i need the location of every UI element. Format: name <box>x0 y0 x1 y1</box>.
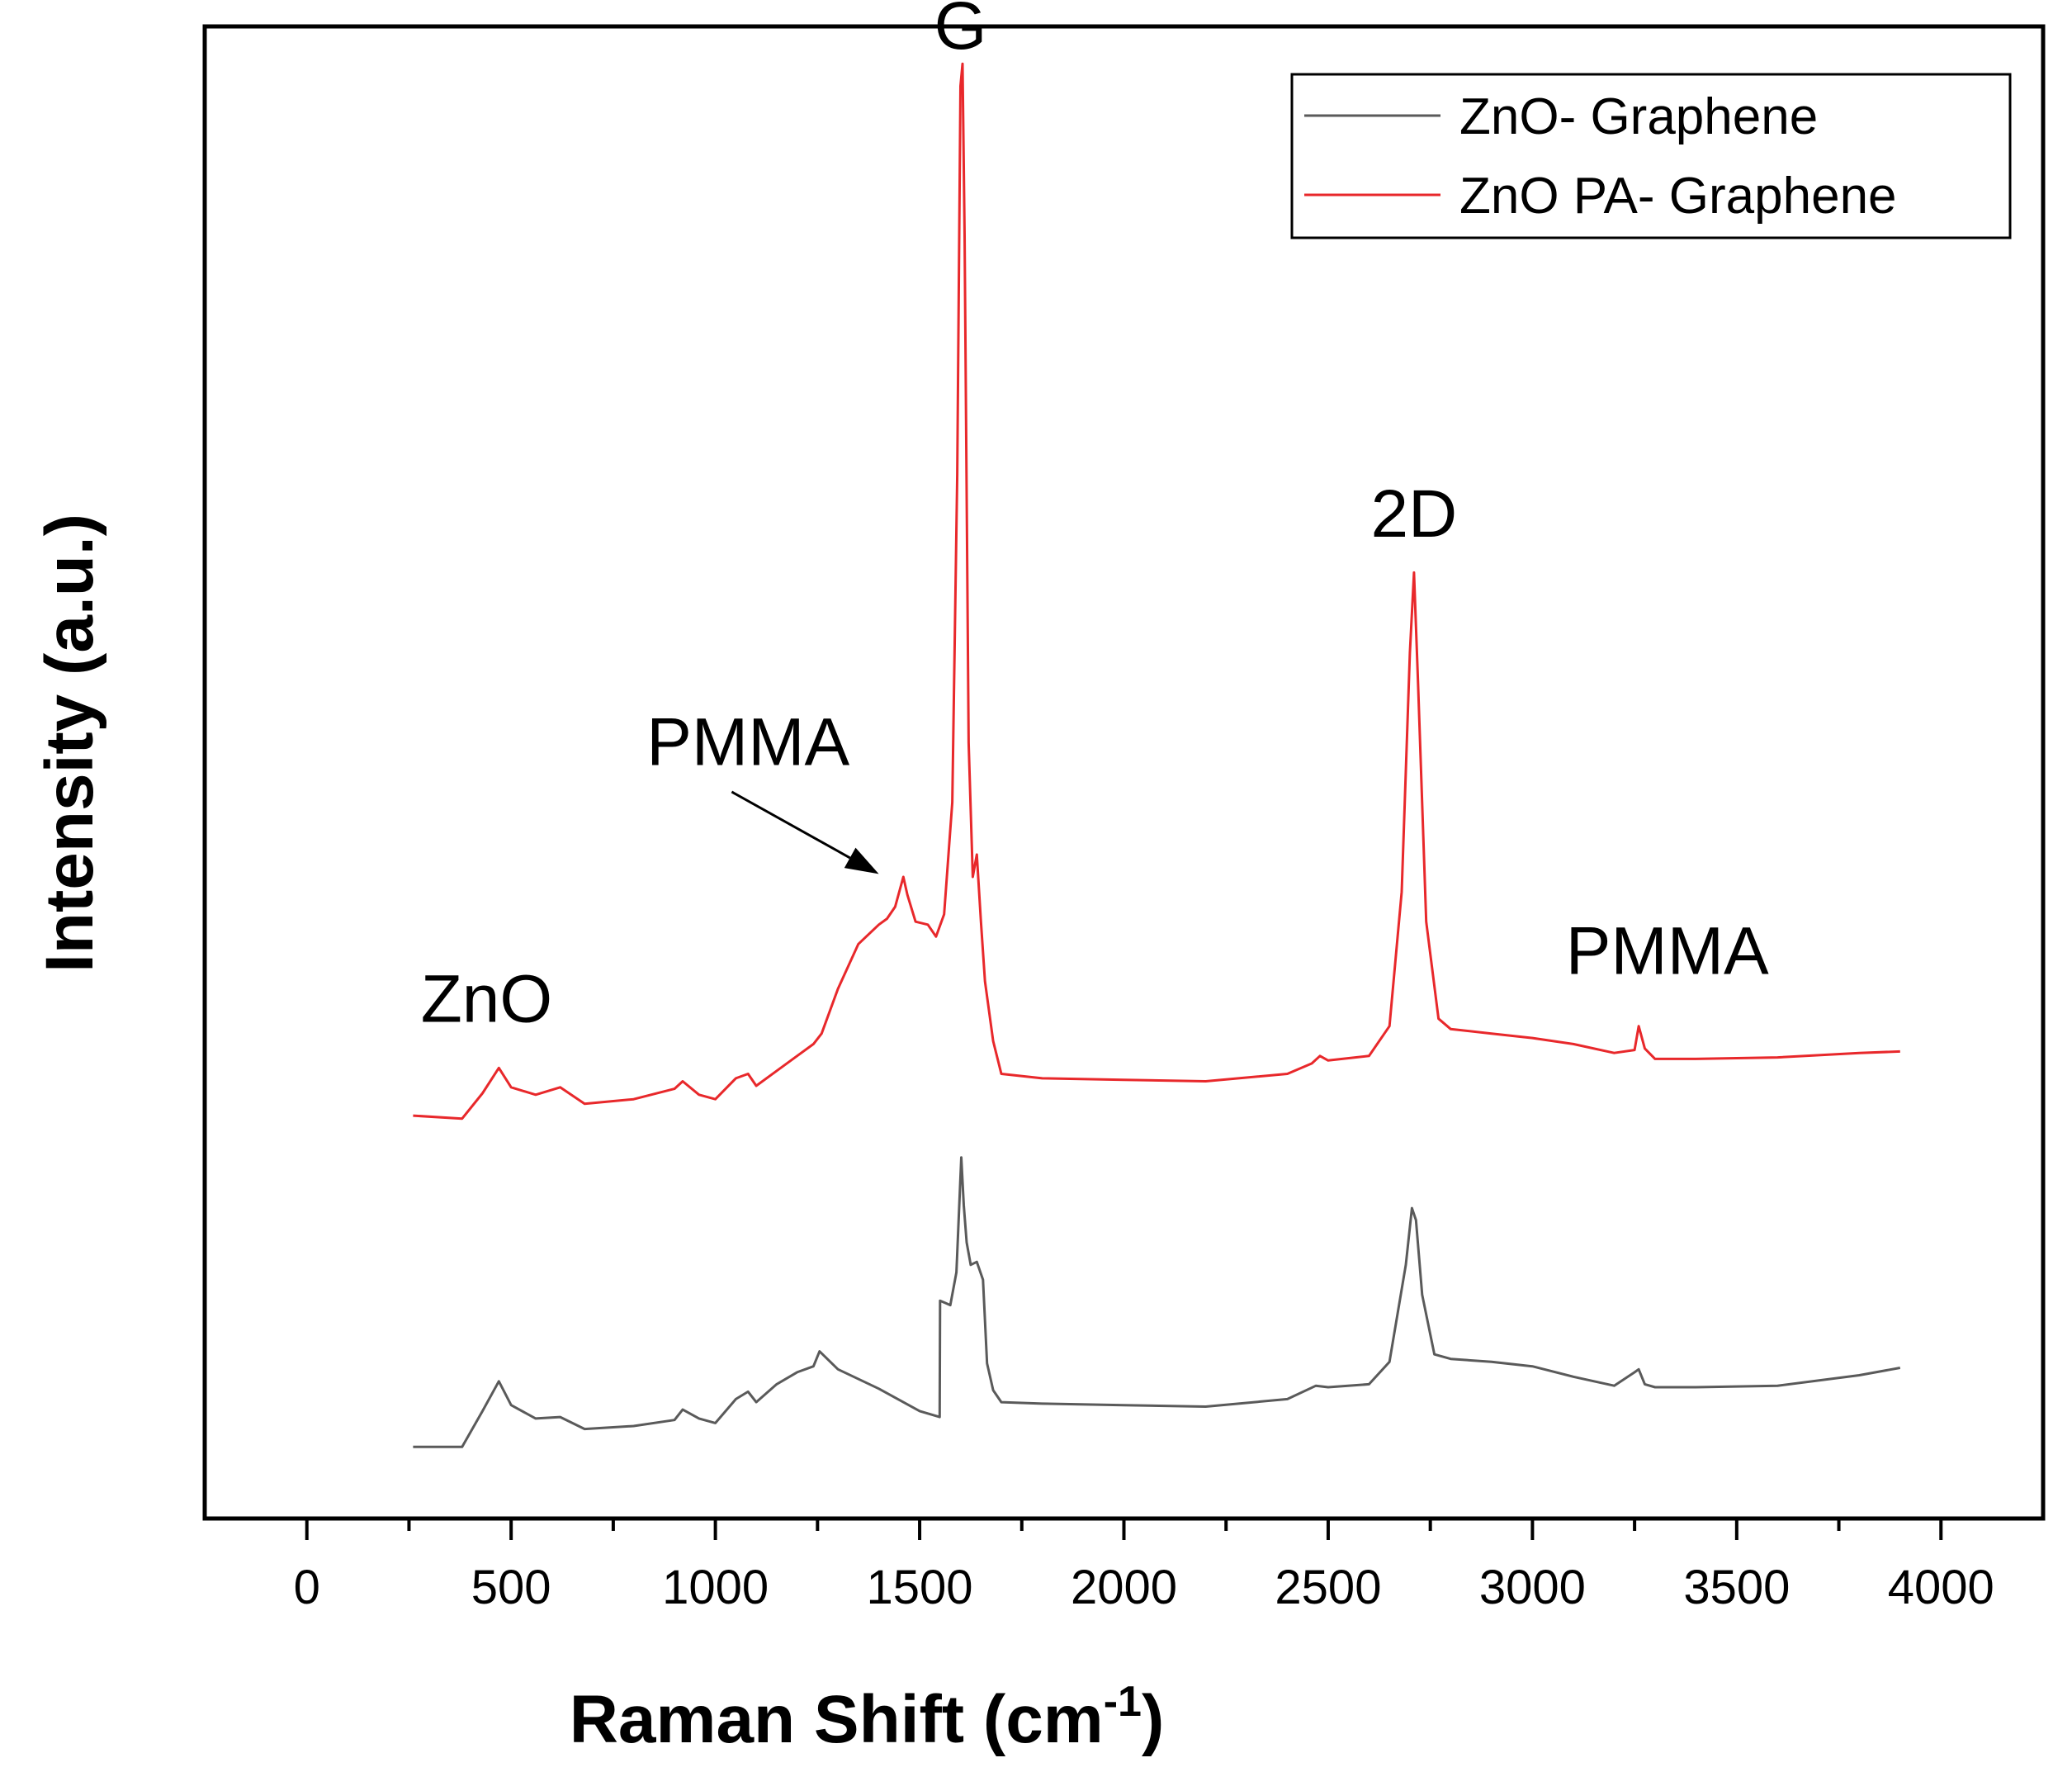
x-axis-title: Raman Shift (cm-1) <box>570 1678 1165 1757</box>
x-axis-ticks: 0 500 1000 1500 2000 2500 3000 3500 4000 <box>294 1519 1994 1614</box>
x-axis-title-sup: -1 <box>1104 1678 1142 1726</box>
x-tick-label: 500 <box>471 1561 551 1614</box>
plot-frame <box>202 24 2046 1521</box>
annotation-label: G <box>934 0 987 64</box>
pmma-arrow-head <box>844 847 879 874</box>
x-tick-label: 0 <box>294 1561 320 1614</box>
annotation-label: PMMA <box>1566 913 1769 988</box>
y-axis-title: Intensity (a.u.) <box>32 514 107 973</box>
x-tick-label: 3000 <box>1479 1561 1586 1614</box>
annotation-label: PMMA <box>646 704 849 779</box>
series-layer <box>413 62 1901 1448</box>
legend: ZnO- Graphene ZnO PA- Graphene <box>1290 73 2012 239</box>
legend-label-zno-graphene: ZnO- Graphene <box>1459 88 1818 145</box>
legend-box <box>1290 73 2012 239</box>
x-tick-label: 1000 <box>662 1561 769 1614</box>
pmma-arrow-shaft <box>731 790 851 860</box>
x-tick-label: 3500 <box>1683 1561 1790 1614</box>
x-tick-label: 1500 <box>867 1561 973 1614</box>
annotations-layer: G 2D PMMA PMMA ZnO <box>421 0 1769 1036</box>
annotation-label: 2D <box>1370 476 1457 552</box>
x-tick-label: 2000 <box>1071 1561 1177 1614</box>
x-axis-title-main: Raman Shift (cm <box>570 1682 1104 1757</box>
annotation-label: ZnO <box>421 961 552 1036</box>
x-tick-label: 4000 <box>1888 1561 1994 1614</box>
x-tick-label: 2500 <box>1275 1561 1381 1614</box>
series-line-zno-pa-graphene <box>413 62 1900 1121</box>
series-line-zno-graphene <box>413 1156 1901 1448</box>
x-axis-title-tail: ) <box>1142 1682 1164 1757</box>
legend-label-zno-pa-graphene: ZnO PA- Graphene <box>1459 168 1897 225</box>
